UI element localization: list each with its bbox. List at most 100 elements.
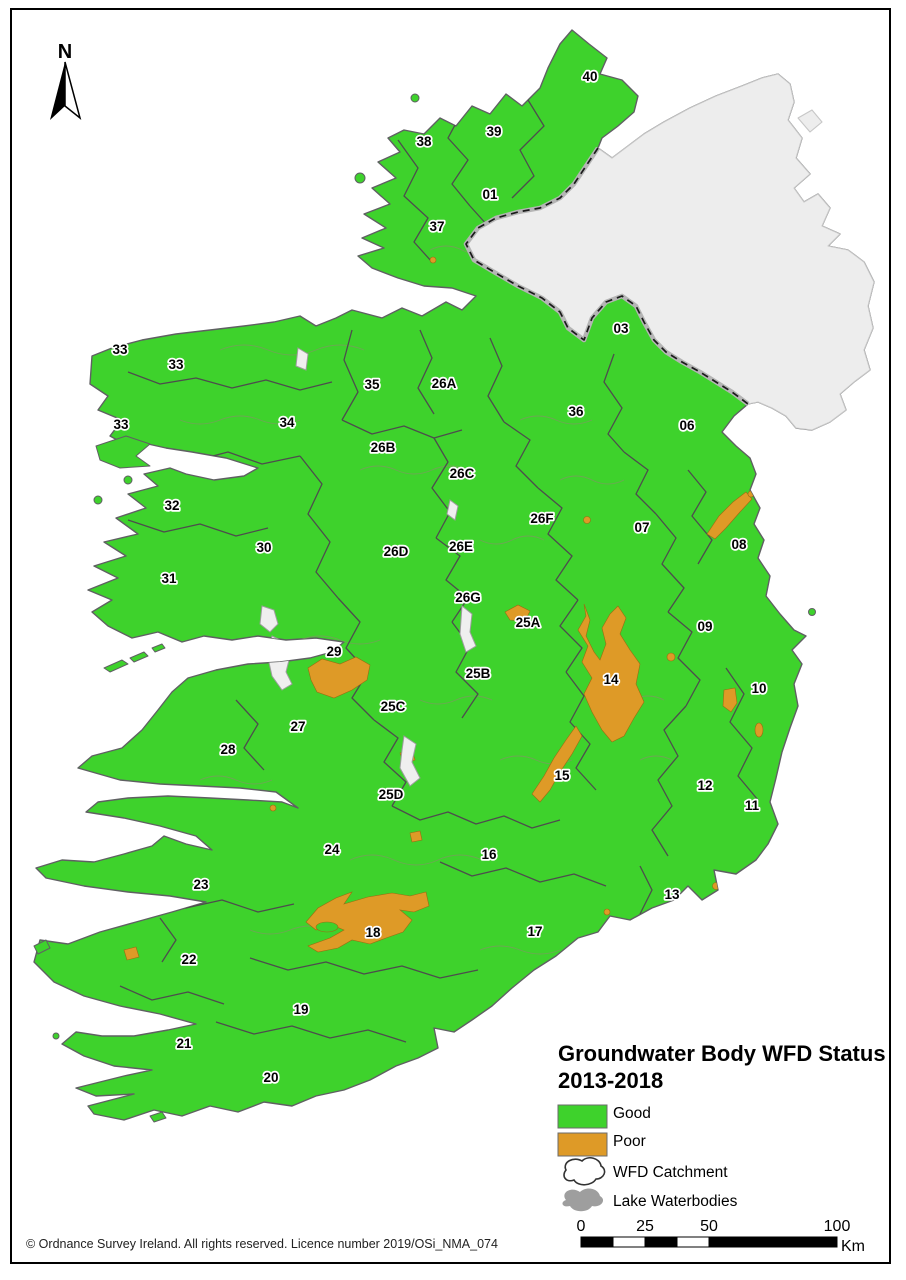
- catchment-label-20: 20: [263, 1070, 278, 1085]
- catchment-label-16: 16: [481, 847, 497, 862]
- catchment-label-33: 33: [112, 342, 128, 357]
- scale-tick-50: 50: [700, 1218, 718, 1235]
- poor-area-galway-dot: [269, 804, 277, 812]
- catchment-label-06: 06: [679, 418, 695, 433]
- poor-area-22-dot: [123, 946, 140, 961]
- aran-island: [103, 659, 129, 673]
- catchment-label-23: 23: [193, 877, 209, 892]
- catchment-label-40: 40: [582, 69, 597, 84]
- catchment-label-01: 01: [482, 187, 498, 202]
- catchment-label-15: 15: [554, 768, 570, 783]
- catchment-label-26A: 26A: [432, 376, 457, 391]
- clare-island: [123, 475, 133, 485]
- catchment-label-37: 37: [429, 219, 444, 234]
- catchment-label-36: 36: [568, 404, 584, 419]
- poor-label: Poor: [613, 1133, 646, 1150]
- catchment-label-07: 07: [634, 520, 649, 535]
- catchment-label-21: 21: [176, 1036, 192, 1051]
- catchment-label-35: 35: [364, 377, 380, 392]
- catchment-label-38: 38: [416, 134, 432, 149]
- sub-catchment-lines: [179, 245, 673, 955]
- inishbofin-island: [93, 495, 103, 505]
- catchment-label-25A: 25A: [516, 615, 541, 630]
- poor-area-09-dot: [666, 652, 676, 662]
- lake-waterbodies-swatch: [562, 1188, 604, 1212]
- lough-derg: [399, 735, 421, 787]
- scale-segment: [644, 1236, 678, 1248]
- aran-island: [129, 651, 149, 663]
- poor-area-26f-dot: [583, 516, 591, 524]
- lambay-island: [808, 608, 816, 616]
- poor-area-13a-dot: [603, 908, 611, 916]
- wfd-catchment-swatch: [563, 1157, 606, 1186]
- catchment-label-11: 11: [745, 798, 760, 813]
- catchment-label-09: 09: [697, 619, 712, 634]
- poor-area-14: [577, 603, 645, 743]
- poor-area-18: [305, 891, 430, 953]
- lough-conn: [295, 347, 309, 371]
- catchment-label-33: 33: [168, 357, 184, 372]
- legend-title-line2: 2013-2018: [558, 1068, 663, 1093]
- scale-segment: [612, 1236, 646, 1248]
- catchment-label-29: 29: [326, 644, 341, 659]
- catchment-label-12: 12: [697, 778, 712, 793]
- ni-border: [463, 146, 750, 406]
- catchment-label-34: 34: [279, 415, 295, 430]
- poor-area-25a: [504, 604, 531, 622]
- legend: Groundwater Body WFD Status 2013-2018 Go…: [557, 1041, 886, 1212]
- north-arrow: N: [50, 41, 82, 121]
- catchment-label-31: 31: [161, 571, 177, 586]
- catchment-label-19: 19: [293, 1002, 308, 1017]
- good-label: Good: [613, 1105, 651, 1122]
- wfd-catchment-label: WFD Catchment: [613, 1164, 728, 1181]
- catchment-label-28: 28: [220, 742, 236, 757]
- poor-area-08: [706, 491, 753, 540]
- dursey-island: [52, 1032, 60, 1040]
- catchment-label-26D: 26D: [384, 544, 409, 559]
- copyright-text: © Ordnance Survey Ireland. All rights re…: [26, 1237, 498, 1251]
- catchment-label-26G: 26G: [455, 590, 481, 605]
- poor-area-37-dot: [429, 256, 437, 264]
- catchment-label-13: 13: [664, 887, 680, 902]
- catchment-label-39: 39: [486, 124, 501, 139]
- scale-segment: [676, 1236, 710, 1248]
- catchment-label-24: 24: [324, 842, 340, 857]
- lough-allen: [446, 499, 459, 521]
- poor-area-29: [307, 656, 371, 699]
- scale-segment: [708, 1236, 838, 1248]
- rathlin-island: [797, 109, 823, 133]
- good-swatch: [557, 1104, 608, 1129]
- catchment-label-26C: 26C: [450, 466, 475, 481]
- lake-waterbodies-label: Lake Waterbodies: [613, 1193, 738, 1210]
- poor-status-areas: [123, 256, 764, 961]
- poor-swatch: [557, 1132, 608, 1157]
- lough-mask: [259, 605, 279, 633]
- achill-island: [95, 435, 151, 469]
- scale-tick-25: 25: [636, 1218, 654, 1235]
- arranmore-island: [354, 172, 366, 184]
- catchment-label-25D: 25D: [379, 787, 404, 802]
- poor-area-25d-dot: [409, 830, 423, 843]
- map-labels-layer: 40 39 38 01 37 03 33 33 33 35 26A 34 36 06 26B 26C 32 26F…: [111, 67, 768, 1086]
- scale-segment: [580, 1236, 614, 1248]
- catchment-label-22: 22: [181, 952, 196, 967]
- catchment-label-18: 18: [365, 925, 381, 940]
- catchment-label-25B: 25B: [466, 666, 491, 681]
- scale-tick-0: 0: [577, 1218, 586, 1235]
- catchment-label-26E: 26E: [449, 539, 473, 554]
- tory-island: [410, 93, 420, 103]
- offshore-islands: [33, 93, 816, 1123]
- scale-unit-label: Km: [841, 1238, 865, 1255]
- poor-area-10a: [722, 687, 738, 713]
- map-frame: [10, 8, 891, 1264]
- aran-island: [151, 643, 166, 653]
- catchment-label-14: 14: [603, 672, 619, 687]
- lough-ree: [459, 605, 477, 653]
- catchment-label-32: 32: [164, 498, 179, 513]
- scale-tick-100: 100: [824, 1218, 851, 1235]
- catchment-label-27: 27: [290, 719, 305, 734]
- catchment-label-03: 03: [613, 321, 629, 336]
- catchment-label-33: 33: [113, 417, 129, 432]
